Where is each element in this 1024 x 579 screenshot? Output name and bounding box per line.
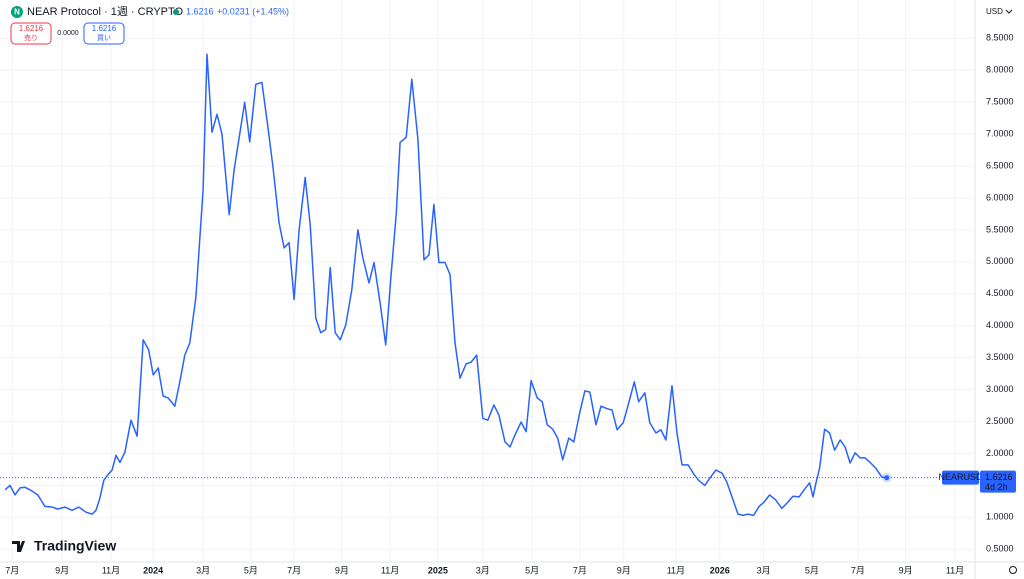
- price-change: +0.0231 (+1.45%): [217, 6, 289, 16]
- y-tick-label: 4.5000: [986, 288, 1014, 298]
- spread: 0.0000: [57, 30, 79, 37]
- buy-button[interactable]: [83, 22, 125, 45]
- currency-caret: [1005, 9, 1013, 14]
- last-price: 1.6216: [186, 6, 214, 16]
- y-tick-label: 8.0000: [986, 65, 1014, 75]
- currency[interactable]: USD: [986, 7, 1003, 16]
- brand-logo: [12, 541, 25, 552]
- x-tick-label: 3月: [476, 565, 490, 575]
- x-tick-label: 11月: [102, 565, 120, 575]
- y-tick-label: 8.5000: [986, 33, 1014, 43]
- x-tick-label: 5月: [244, 565, 258, 575]
- x-tick-label: 9月: [335, 565, 349, 575]
- x-tick-label: 2025: [428, 565, 448, 575]
- sell-label: 売り: [24, 33, 38, 42]
- symbol-icon: [11, 6, 23, 18]
- y-tick-label: 5.0000: [986, 256, 1014, 266]
- sell-price: 1.6216: [19, 24, 44, 33]
- ticker-label: NEARUSD: [938, 472, 983, 482]
- x-tick-label: 3月: [196, 565, 210, 575]
- plot: [0, 53, 975, 517]
- buy-price: 1.6216: [92, 24, 117, 33]
- last-point: [884, 475, 890, 481]
- y-tick-label: 0.5000: [986, 544, 1014, 554]
- y-tick-label: 7.5000: [986, 97, 1014, 107]
- y-tick-label: 4.0000: [986, 320, 1014, 330]
- countdown-label: 4d 2h: [985, 482, 1008, 492]
- y-tick-label: 2.5000: [986, 416, 1014, 426]
- y-tick-label: 2.0000: [986, 448, 1014, 458]
- y-tick-label: 5.5000: [986, 224, 1014, 234]
- settings-icon[interactable]: [1009, 566, 1017, 574]
- y-tick-label: 7.0000: [986, 128, 1014, 138]
- y-tick-label: 1.0000: [986, 512, 1014, 522]
- brand-name: TradingView: [34, 538, 116, 554]
- x-tick-label: 7月: [573, 565, 587, 575]
- x-tick-label: 7月: [5, 565, 19, 575]
- sell-button[interactable]: [10, 22, 52, 45]
- x-tick-label: 2026: [710, 565, 730, 575]
- x-tick-label: 7月: [287, 565, 301, 575]
- ticker-label-bg: [942, 470, 979, 485]
- x-tick-label: 3月: [757, 565, 771, 575]
- y-tick-label: 3.0000: [986, 384, 1014, 394]
- x-tick-label: 11月: [381, 565, 399, 575]
- y-tick-label: 6.0000: [986, 192, 1014, 202]
- x-tick-label: 5月: [525, 565, 539, 575]
- market-status: [173, 9, 179, 15]
- x-tick-label: 9月: [55, 565, 69, 575]
- x-tick-label: 9月: [899, 565, 913, 575]
- x-tick-label: 11月: [667, 565, 685, 575]
- x-tick-label: 11月: [946, 565, 964, 575]
- price-line: [4, 53, 887, 517]
- price-label-bg: [980, 470, 1016, 493]
- x-tick-label: 7月: [851, 565, 865, 575]
- x-tick-label: 5月: [805, 565, 819, 575]
- x-tick-label: 2024: [143, 565, 163, 575]
- price-label: 1.6216: [985, 472, 1013, 482]
- y-tick-label: 3.5000: [986, 352, 1014, 362]
- symbol-icon-letter: N: [14, 8, 20, 17]
- buy-label: 買い: [97, 34, 111, 42]
- symbol-title[interactable]: NEAR Protocol · 1週 · CRYPTO: [27, 5, 184, 18]
- y-tick-label: 6.5000: [986, 160, 1014, 170]
- x-tick-label: 9月: [617, 565, 631, 575]
